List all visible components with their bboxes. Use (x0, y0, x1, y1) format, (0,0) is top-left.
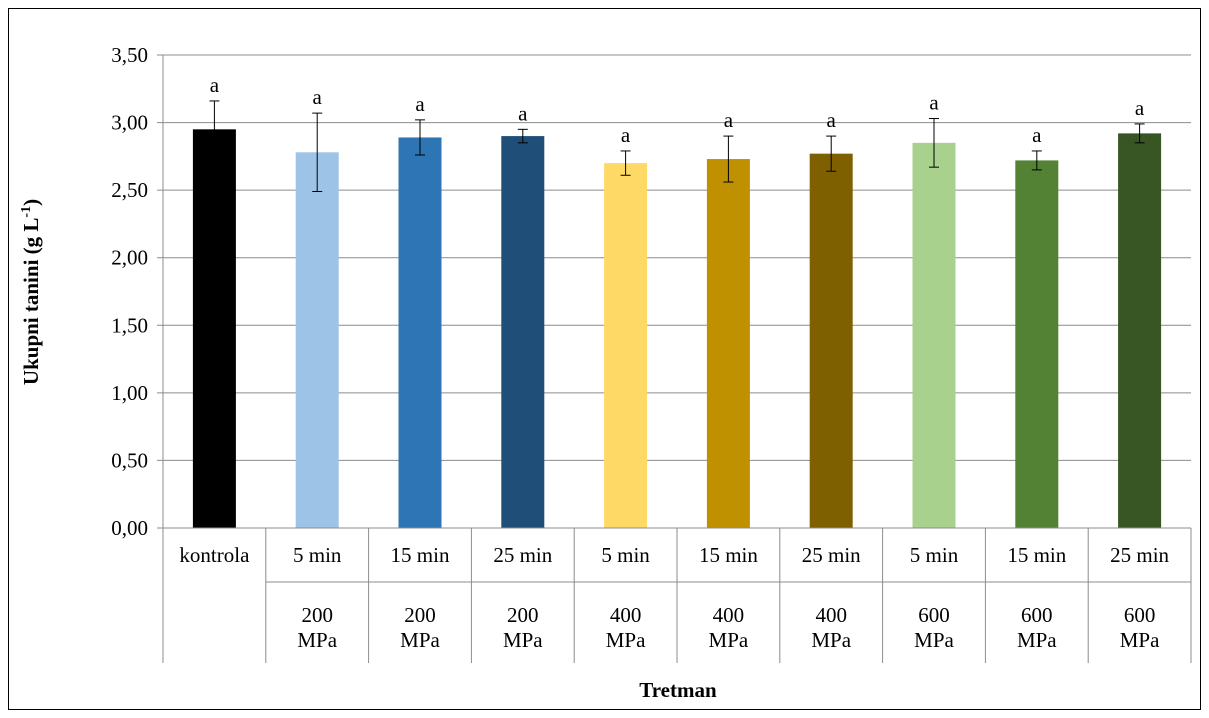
significance-label: a (313, 85, 323, 109)
bars (192, 129, 1162, 529)
x-tick-label: 15 min (1007, 543, 1066, 567)
x-axis-title: Tretman (639, 678, 717, 702)
bar (1118, 133, 1162, 528)
y-tick-label: 0,50 (111, 448, 148, 472)
y-axis-title-superscript: -1 (19, 206, 34, 218)
bar (912, 142, 956, 529)
x-tick-label: 25 min (802, 543, 861, 567)
significance-label: a (210, 73, 220, 97)
x-group-label: 200 MPa (400, 603, 440, 652)
x-axis-table: kontrola 5 min 200 MPa 15 min 200 MPa 25 min 200… (162, 527, 1192, 663)
bar (501, 136, 545, 529)
y-tick-label: 2,50 (111, 178, 148, 202)
significance-label: a (518, 101, 528, 125)
significance-label: a (929, 91, 939, 115)
significance-label: a (724, 108, 734, 132)
x-tick-label: 5 min (601, 543, 650, 567)
significance-label: a (827, 108, 837, 132)
y-tick-label: 1,50 (111, 313, 148, 337)
x-tick-label: 15 min (391, 543, 450, 567)
y-tick-label: 3,00 (111, 111, 148, 135)
x-tick-label: 25 min (1110, 543, 1169, 567)
y-tick-label: 3,50 (111, 43, 148, 67)
y-tick-label: 0,00 (111, 516, 148, 540)
x-tick-label: 5 min (293, 543, 342, 567)
bar (604, 163, 648, 528)
bar (295, 152, 339, 528)
y-tick-labels: 0,00 0,50 1,00 1,50 2,00 2,50 3,00 3,50 (111, 43, 148, 540)
significance-label: a (621, 123, 631, 147)
significance-label: a (1135, 96, 1145, 120)
x-group-label: 600 MPa (1017, 603, 1057, 652)
significance-label: a (1032, 123, 1042, 147)
x-tick-label: 25 min (493, 543, 552, 567)
x-tick-label: 5 min (910, 543, 959, 567)
significance-labels: a a a a a a a a a a (210, 73, 1145, 147)
significance-label: a (415, 92, 425, 116)
x-tick-label: 15 min (699, 543, 758, 567)
x-tick-label: kontrola (179, 543, 250, 567)
x-group-label: 200 MPa (503, 603, 543, 652)
y-tick-label: 2,00 (111, 246, 148, 270)
x-group-label: 600 MPa (914, 603, 954, 652)
bar (1015, 160, 1059, 528)
y-tick-label: 1,00 (111, 381, 148, 405)
x-group-label: 400 MPa (606, 603, 646, 652)
bar (809, 153, 853, 528)
y-axis-title: Ukupni tanini (g L-1) (19, 199, 43, 385)
bar (398, 137, 442, 529)
error-bars (209, 100, 1145, 192)
x-group-label: 400 MPa (811, 603, 851, 652)
bar (192, 129, 236, 529)
bar (706, 159, 750, 528)
y-axis-title-end: ) (19, 199, 43, 206)
x-group-label: 600 MPa (1120, 603, 1160, 652)
x-group-label: 400 MPa (709, 603, 749, 652)
x-group-label: 200 MPa (297, 603, 337, 652)
